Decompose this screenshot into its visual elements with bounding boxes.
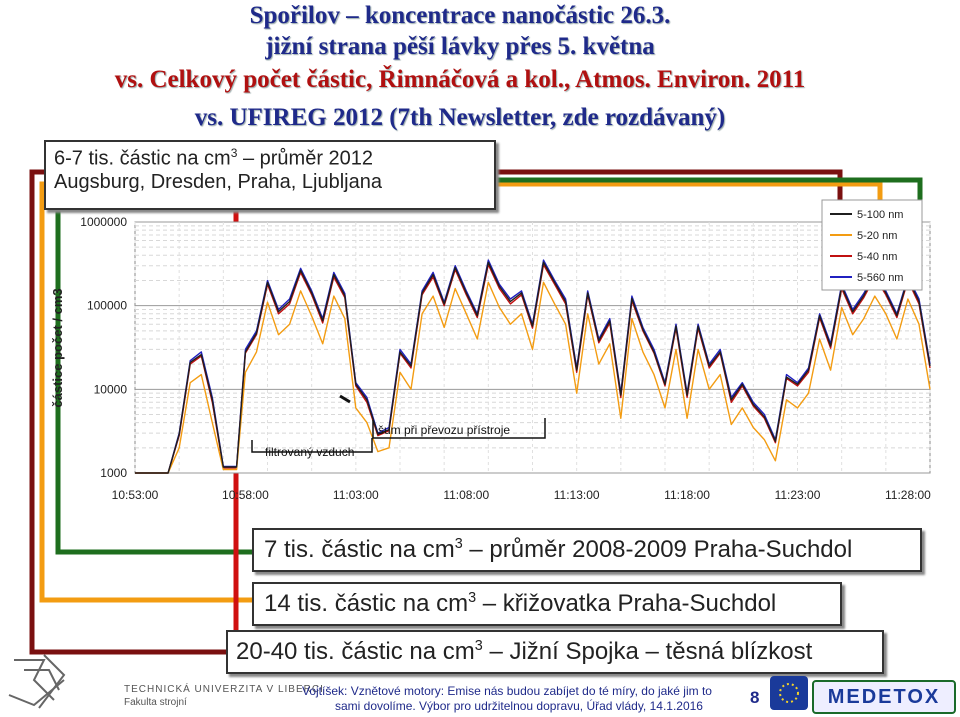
citation-line-1: Vojtíšek: Vznětové motory: Emise nás bud… [302,684,712,698]
series-line-5-560-nm [135,259,931,474]
suchdol-average-sup: 3 [454,536,463,552]
suchdol-crossing-sup: 3 [468,590,477,606]
citation-line-2: sami dovolíme. Výbor pro udržitelnou dop… [335,699,703,713]
title-line-3: vs. Celkový počet částic, Řimnáčová a ko… [114,66,806,93]
x-tick-label: 11:23:00 [775,488,821,502]
x-tick-label: 11:18:00 [664,488,710,502]
eu-flag-icon [770,676,808,710]
suchdol-average-box: 7 tis. částic na cm3 – průměr 2008-2009 … [252,528,922,572]
legend-label: 5-20 nm [857,230,897,242]
y-tick-label: 1000 [100,466,127,480]
annotation-filtered: filtrovaný vzduch [251,394,373,459]
legend-label: 5-100 nm [857,209,903,221]
jizni-spojka-sup: 3 [474,638,483,654]
medetox-logo: MEDETOX [812,680,956,714]
y-axis-label: částice počet / cm3 [50,288,65,407]
axes: 1000 10000 100000 1000000 10:53:00 10:58:00 11… [80,215,931,502]
jizni-spojka-text: 20-40 tis. částic na cm [236,638,475,665]
series-group [135,259,931,474]
average-2012-box: 6-7 tis. částic na cm3 – průměr 2012 Aug… [44,140,496,210]
x-tick-label: 10:58:00 [222,488,269,502]
university-name: TECHNICKÁ UNIVERZITA V LIBERCI [124,684,324,695]
x-tick-label: 11:08:00 [443,488,489,502]
jizni-spojka-box: 20-40 tis. částic na cm3 – Jižní Spojka … [226,630,884,674]
series-line-5-100-nm [135,261,931,474]
annotation-noise: šum při převozu přístroje [372,418,546,439]
legend-label: 5-40 nm [857,251,897,263]
x-tick-label: 11:13:00 [554,488,600,502]
annotation-noise-text: šum při převozu přístroje [378,423,510,437]
title-line-1: Spořilov – koncentrace nanočástic 26.3. [249,2,671,29]
average-2012-text-post: – průměr 2012 [237,147,374,170]
suchdol-average-text: 7 tis. částic na cm [264,536,455,563]
title-line-4: vs. UFIREG 2012 (7th Newsletter, zde roz… [194,104,726,131]
y-tick-label: 1000000 [80,215,127,229]
average-2012-sup: 3 [230,146,238,160]
suchdol-crossing-box: 14 tis. částic na cm3 – křižovatka Praha… [252,582,842,626]
annotation-filtered-text: filtrovaný vzduch [265,445,354,459]
university-logo-icon [8,654,66,709]
average-2012-text: 6-7 tis. částic na cm [54,147,231,170]
suchdol-average-text-post: – průměr 2008-2009 Praha-Suchdol [462,536,853,563]
x-tick-label: 11:03:00 [333,488,379,502]
jizni-spojka-text-post: – Jižní Spojka – těsná blízkost [482,638,813,665]
legend: 5-100 nm 5-20 nm 5-40 nm 5-560 nm [821,199,923,291]
y-tick-label: 10000 [94,382,128,396]
average-2012-cities: Augsburg, Dresden, Praha, Ljubljana [54,170,382,193]
medetox-logo-text: MEDETOX [827,685,941,708]
x-tick-label: 10:53:00 [112,488,159,502]
suchdol-crossing-text: 14 tis. částic na cm [264,590,469,617]
series-line-5-20-nm [135,281,931,474]
legend-label: 5-560 nm [857,272,903,284]
y-tick-label: 100000 [87,299,127,313]
suchdol-crossing-text-post: – křižovatka Praha-Suchdol [476,590,777,617]
title-line-2: jižní strana pěší lávky přes 5. května [265,33,655,60]
eu-stars-icon [779,683,799,703]
university-logo [4,650,116,712]
page-number: 8 [750,688,760,707]
x-tick-label: 11:28:00 [885,488,931,502]
faculty-name: Fakulta strojní [124,697,187,708]
